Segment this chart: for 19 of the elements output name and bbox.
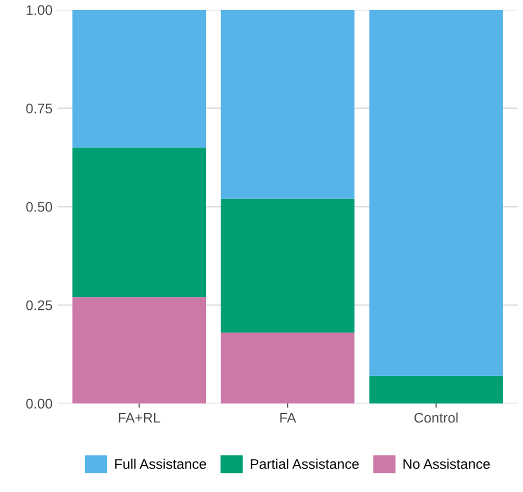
y-tick-label: 0.00 <box>26 398 52 409</box>
y-tick-label: 1.00 <box>26 5 52 16</box>
x-tick-label: FA <box>280 412 296 423</box>
y-tick-label: 0.25 <box>26 300 52 310</box>
bar <box>369 10 503 376</box>
legend-label: Full Assistance <box>115 458 206 469</box>
bar <box>369 376 503 404</box>
bar <box>72 297 206 404</box>
x-tick-label: Control <box>414 412 458 423</box>
legend-label: Partial Assistance <box>250 458 359 469</box>
y-tick-label: 0.50 <box>26 202 52 212</box>
bar <box>220 198 354 333</box>
x-tick-label: FA+RL <box>118 412 160 423</box>
bar <box>220 332 354 404</box>
bar <box>72 10 206 148</box>
legend-label: No Assistance <box>404 458 490 469</box>
bar <box>220 10 354 199</box>
bar <box>72 148 206 298</box>
y-tick-label: 0.75 <box>26 104 52 114</box>
